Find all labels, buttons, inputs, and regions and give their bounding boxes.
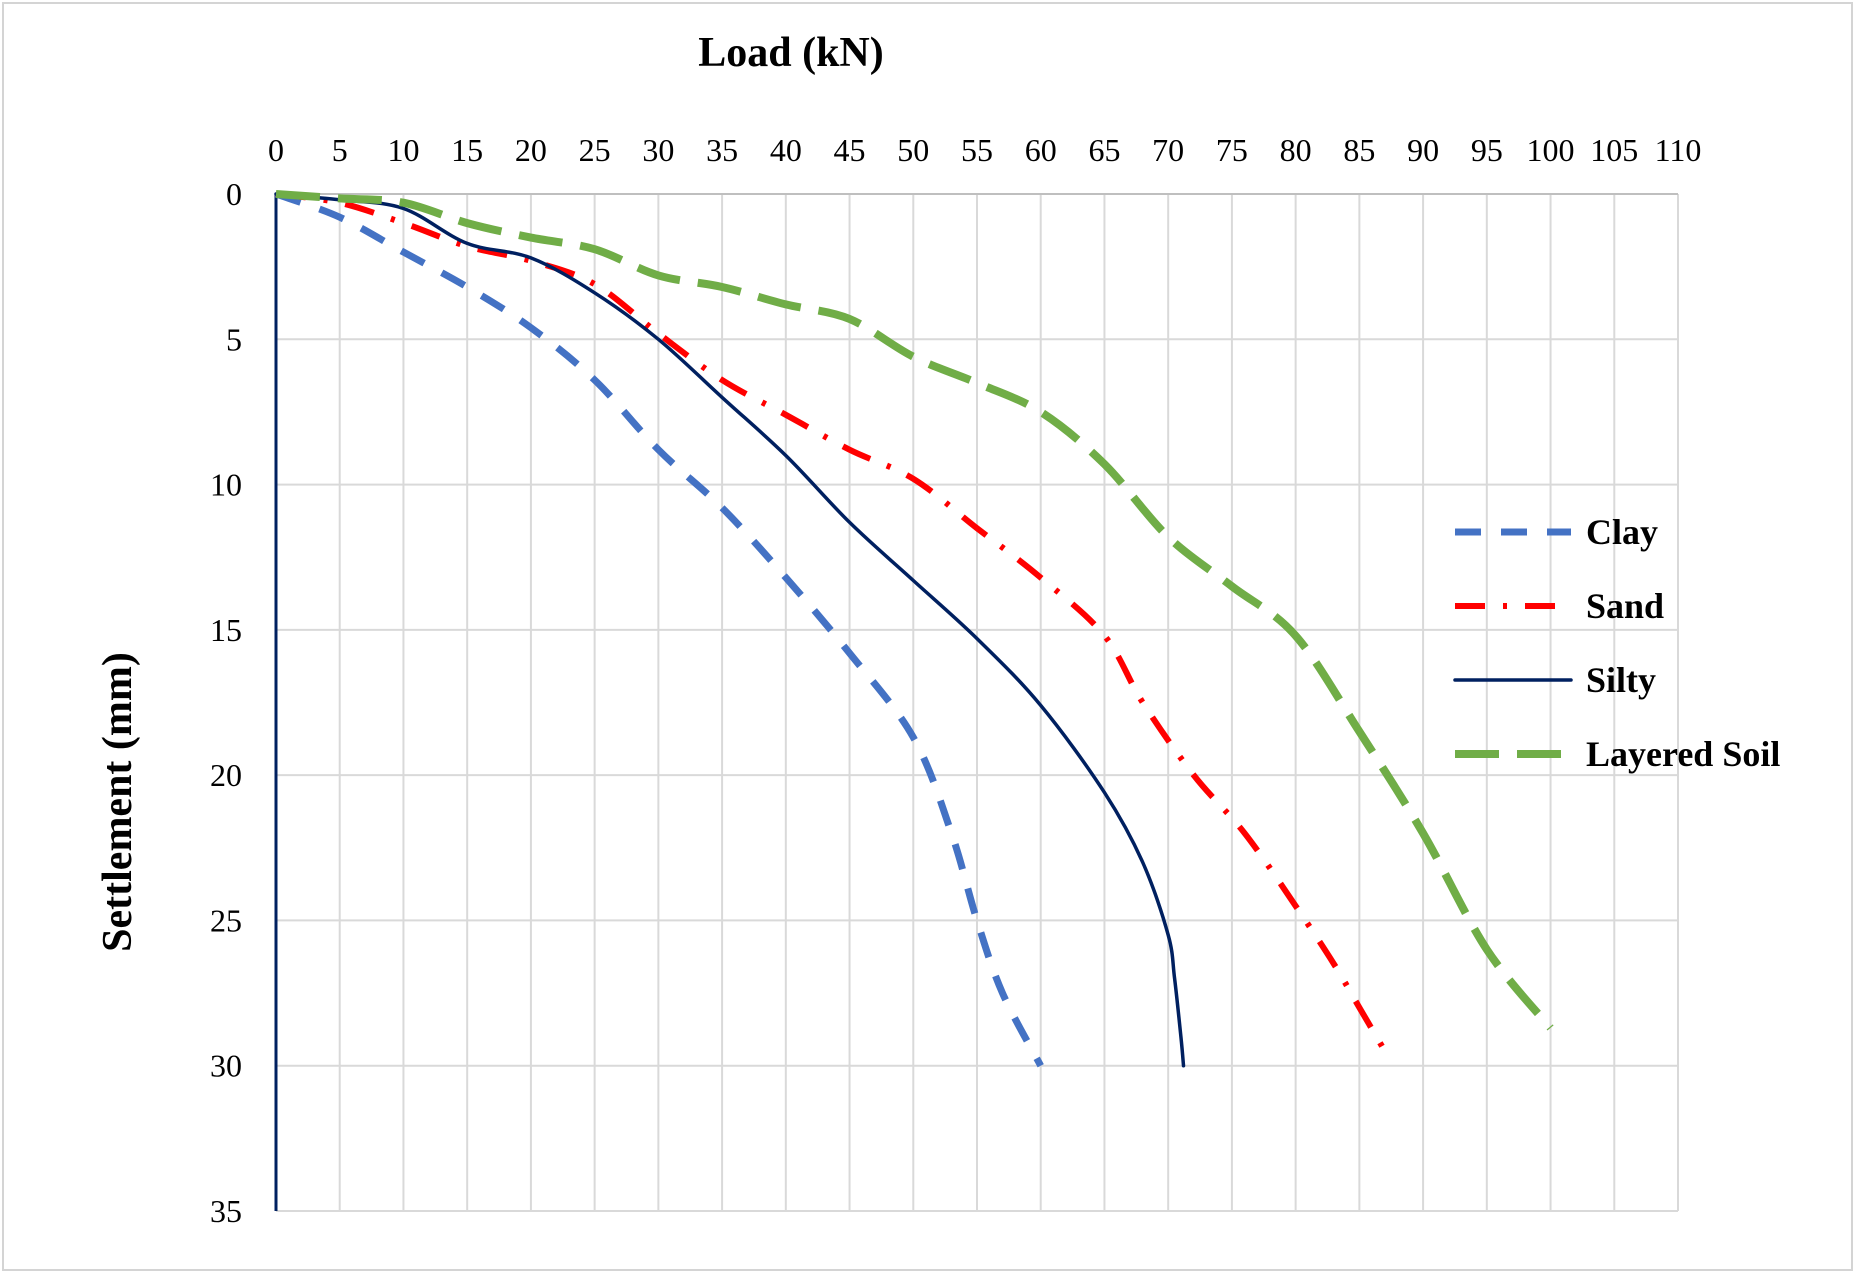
legend-label-layered-soil: Layered Soil [1586,734,1780,774]
y-tick-label: 15 [210,612,242,648]
x-tick-label: 0 [268,132,284,168]
x-tick-label: 65 [1088,132,1120,168]
x-tick-label: 55 [961,132,993,168]
legend-label-clay: Clay [1586,512,1658,552]
x-tick-label: 105 [1590,132,1638,168]
x-tick-label: 50 [897,132,929,168]
x-tick-label: 30 [642,132,674,168]
series-line-sand [275,191,1388,1053]
x-tick-label: 70 [1152,132,1184,168]
tick-labels: 0 5 10 15 20 25 30 35 40 45 50 55 60 65 70 75 80 85 90 95 10… [210,132,1701,1229]
legend-label-silty: Silty [1586,660,1656,700]
x-tick-label: 90 [1407,132,1439,168]
y-tick-label: 25 [210,902,242,938]
grid [276,194,1679,1212]
x-tick-label: 25 [579,132,611,168]
series-line-silty [274,192,1186,1068]
y-tick-label: 30 [210,1048,242,1084]
y-tick-label: 0 [226,176,242,212]
x-tick-label: 110 [1655,132,1702,168]
x-tick-label: 85 [1343,132,1375,168]
y-tick-label: 5 [226,321,242,357]
x-tick-label: 95 [1471,132,1503,168]
y-tick-label: 10 [210,467,242,503]
series-line-clay [274,190,1044,1068]
x-axis-title: Load (kN) [698,30,884,76]
x-tick-label: 100 [1527,132,1575,168]
x-tick-label: 5 [332,132,348,168]
x-tick-label: 60 [1025,132,1057,168]
y-tick-label: 35 [210,1193,242,1229]
series-lines [274,190,1554,1068]
x-tick-label: 20 [515,132,547,168]
series-line-layered-soil [275,190,1554,1031]
x-tick-label: 15 [451,132,483,168]
x-tick-label: 45 [834,132,866,168]
x-tick-label: 10 [387,132,419,168]
legend-label-sand: Sand [1586,586,1664,626]
y-tick-label: 20 [210,757,242,793]
x-tick-label: 80 [1280,132,1312,168]
settlement-load-chart: 0 5 10 15 20 25 30 35 40 45 50 55 60 65 70 75 80 85 90 95 10… [95,30,1780,1229]
x-tick-label: 40 [770,132,802,168]
legend: Clay Sand Silty Layered Soil [1453,512,1780,774]
x-tick-label: 75 [1216,132,1248,168]
axes [274,193,1678,1211]
y-axis-title: Settlement (mm) [95,652,141,952]
x-tick-label: 35 [706,132,738,168]
